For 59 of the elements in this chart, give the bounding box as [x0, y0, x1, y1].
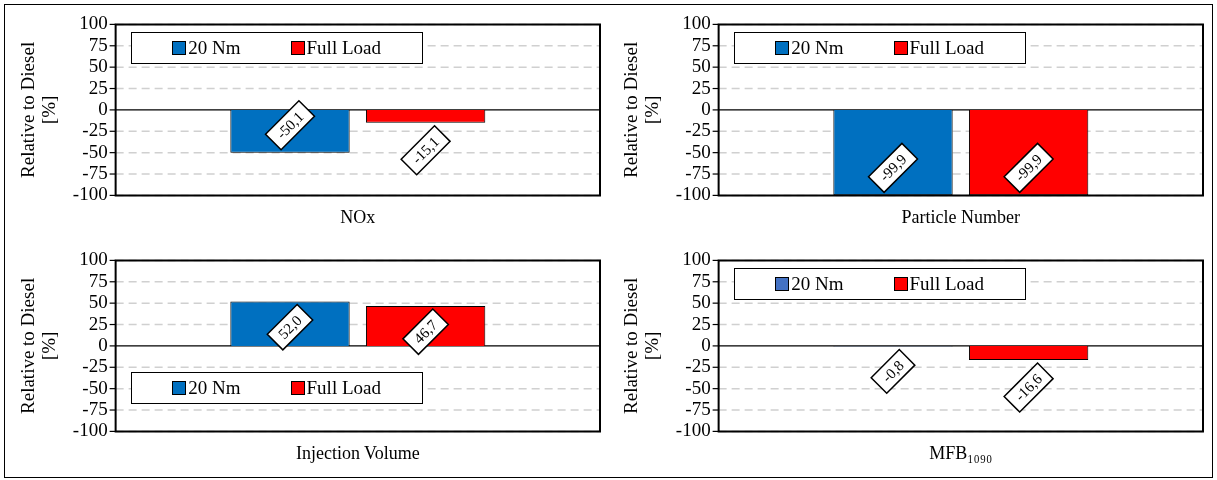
data-label: -99,9 [876, 151, 910, 185]
y-axis-title: Relative to Diesel [%] [620, 277, 663, 414]
y-tick-label: -50 [685, 376, 711, 398]
y-tick-label: 25 [88, 76, 108, 98]
x-tick-label: MFB₁₀₉₀ [929, 442, 993, 463]
y-tick-label: -100 [72, 419, 108, 441]
y-tick-label: -75 [685, 398, 711, 420]
y-tick-label: 50 [88, 55, 108, 77]
y-axis-title: Relative to Diesel [%] [17, 41, 60, 178]
y-tick-label: 50 [88, 291, 108, 313]
data-label: -99,9 [1011, 151, 1046, 185]
data-label: -50,1 [273, 108, 307, 142]
y-tick-label: 100 [79, 248, 108, 270]
y-tick-label: 100 [682, 12, 711, 34]
x-tick-label: Injection Volume [295, 442, 420, 463]
data-label: 46,7 [410, 316, 441, 347]
y-tick-label: -25 [82, 119, 108, 141]
y-tick-label: 25 [691, 76, 711, 98]
y-tick-label: 75 [88, 33, 108, 55]
y-tick-label: -25 [685, 355, 711, 377]
y-tick-label: 75 [691, 269, 711, 291]
y-tick-label: -75 [82, 398, 108, 420]
y-tick-label: 50 [691, 55, 711, 77]
y-tick-label: 0 [701, 333, 711, 355]
y-tick-label: -25 [685, 119, 711, 141]
y-tick-label: -100 [675, 419, 711, 441]
legend-label: 20 Nm [188, 37, 241, 60]
legend-label: Full Load [909, 273, 984, 296]
y-tick-label: 75 [88, 269, 108, 291]
y-axis-title: Relative to Diesel [%] [17, 277, 60, 414]
legend-label: 20 Nm [791, 37, 844, 60]
y-tick-label: 100 [79, 12, 108, 34]
data-label: -15,1 [408, 133, 443, 167]
y-tick-label: 50 [691, 291, 711, 313]
y-tick-label: -50 [82, 140, 108, 162]
y-axis-title: Relative to Diesel [%] [620, 41, 663, 178]
legend-label: Full Load [306, 376, 381, 399]
legend-label: Full Load [909, 37, 984, 60]
x-tick-label: Particle Number [901, 206, 1021, 227]
y-tick-label: -75 [685, 162, 711, 184]
y-tick-label: 0 [701, 97, 711, 119]
y-tick-label: 100 [682, 248, 711, 270]
y-tick-label: -25 [82, 355, 108, 377]
data-label: -0,8 [878, 357, 908, 386]
y-tick-label: -100 [72, 183, 108, 205]
legend-label: 20 Nm [791, 273, 844, 296]
y-tick-label: 25 [691, 312, 711, 334]
legend-label: Full Load [306, 37, 381, 60]
y-tick-label: -75 [82, 162, 108, 184]
y-tick-label: 75 [691, 33, 711, 55]
y-tick-label: -50 [685, 140, 711, 162]
y-tick-label: 25 [88, 312, 108, 334]
y-tick-label: -50 [82, 376, 108, 398]
x-tick-label: NOx [340, 206, 376, 227]
y-tick-label: -100 [675, 183, 711, 205]
y-tick-label: 0 [98, 97, 108, 119]
data-label: 52,0 [275, 312, 305, 343]
y-tick-label: 0 [98, 333, 108, 355]
legend-label: 20 Nm [188, 376, 241, 399]
